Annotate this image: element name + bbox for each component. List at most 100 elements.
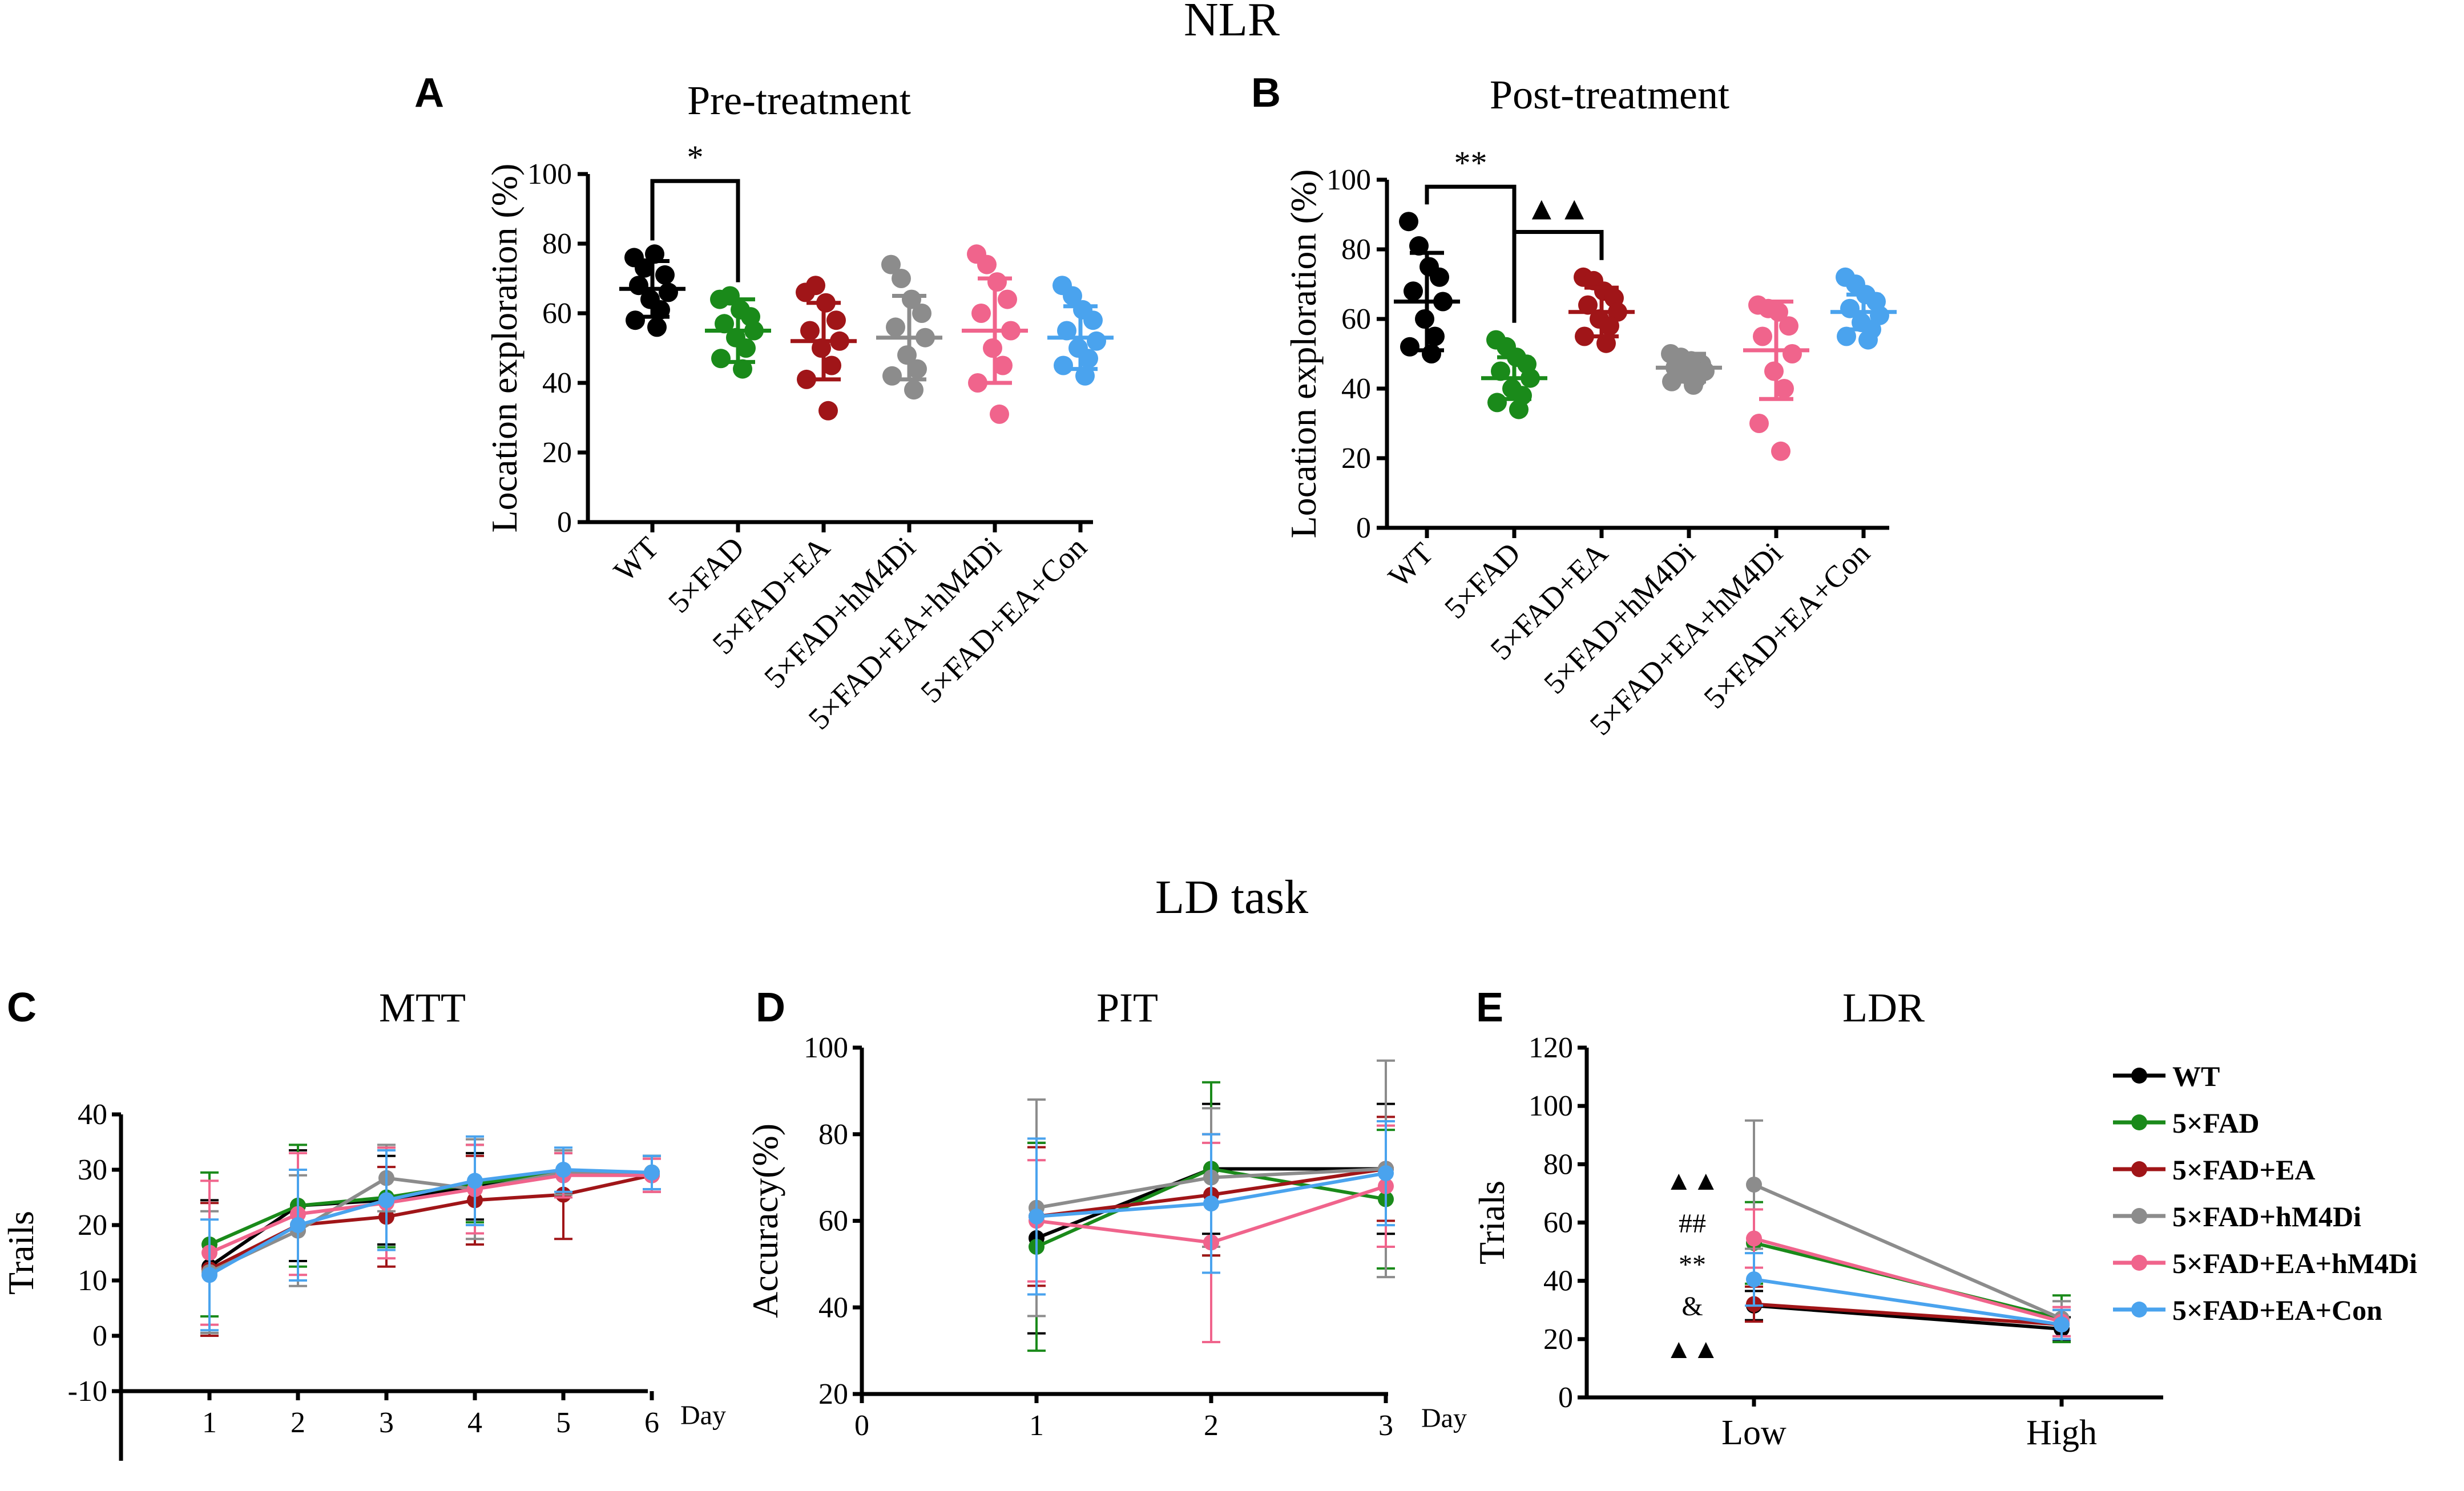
data-point (1771, 441, 1790, 461)
group-5xfad-hm4di (876, 254, 942, 400)
panel-label-a: A (414, 70, 444, 116)
y-tick-label: 60 (542, 297, 572, 330)
group-5xfad-ea-hm4di (962, 244, 1028, 424)
y-tick-label: 0 (1558, 1381, 1573, 1414)
legend-swatch-marker (2131, 1255, 2147, 1271)
data-point (1409, 236, 1429, 256)
significance-bracket (650, 179, 740, 282)
legend-label: 5×FAD+EA+Con (2172, 1294, 2382, 1326)
data-point (1746, 1230, 1762, 1247)
y-tick-label: -10 (68, 1375, 107, 1408)
y-tick-label: 20 (542, 437, 572, 469)
group-5xfad-ea-con (1047, 276, 1114, 386)
chart-panel-d: PIT 20 40 60 80 100 Accuracy(%) 0 1 2 3 Day (745, 985, 1467, 1442)
series-line (208, 1173, 652, 1255)
y-axis-label: Location exploration (%) (1283, 169, 1324, 539)
chart-title: PIT (1096, 985, 1158, 1031)
significance-label: ▲▲ (1525, 190, 1591, 227)
x-tick-label: 1 (1029, 1409, 1044, 1442)
y-axis-label: Accuracy(%) (745, 1124, 785, 1318)
data-point (826, 310, 846, 330)
data-point (990, 404, 1009, 424)
y-tick-label: 100 (527, 158, 572, 191)
y-tick-label: 20 (78, 1209, 107, 1242)
y-tick-label: 60 (1543, 1207, 1573, 1239)
nlr-section-title: NLR (1184, 0, 1280, 46)
data-point (655, 265, 675, 285)
significance-label: * (687, 139, 704, 176)
data-point (983, 338, 1002, 358)
significance-annotation: ▲▲ (1665, 1334, 1719, 1364)
data-point (1578, 295, 1598, 315)
x-tick-label: 4 (467, 1407, 482, 1439)
data-point (1749, 414, 1769, 433)
data-point (904, 380, 924, 400)
data-point (645, 244, 664, 264)
x-tick-label: 5×FAD+hM4Di (757, 530, 922, 694)
y-axis-label: Trails (1, 1211, 41, 1295)
group-5xfad (705, 286, 771, 379)
legend-label: 5×FAD+EA (2172, 1154, 2316, 1186)
series-5xfad-ea-con (200, 1135, 661, 1332)
y-tick-label: 100 (1529, 1090, 1573, 1122)
data-point (1783, 344, 1802, 363)
data-point (1087, 331, 1106, 351)
x-tick-label: 5 (556, 1407, 571, 1439)
group-5xfad-ea-con (1830, 267, 1897, 350)
data-point (1079, 349, 1098, 369)
ld-section-title: LD task (1155, 871, 1308, 924)
group-wt (1394, 212, 1460, 363)
data-point (1775, 379, 1794, 398)
group-5xfad-ea-hm4di (1743, 295, 1809, 461)
x-tick-label: 1 (202, 1407, 217, 1439)
legend-label: 5×FAD+hM4Di (2172, 1201, 2361, 1233)
data-point (822, 355, 841, 375)
group-5xfad-ea (791, 276, 857, 421)
data-point (1075, 366, 1095, 386)
data-point (1769, 302, 1788, 322)
data-point (651, 300, 670, 320)
chart-title: Pre-treatment (687, 78, 911, 123)
y-tick-label: 60 (1341, 303, 1371, 336)
legend-item-5xfad: 5×FAD (2113, 1107, 2260, 1139)
data-point (290, 1217, 306, 1233)
y-tick-label: 40 (78, 1098, 107, 1131)
y-tick-label: 80 (1543, 1148, 1573, 1181)
y-axis-label: Trials (1471, 1181, 1512, 1264)
x-tick-label: 5×FAD+EA+Con (1697, 536, 1876, 715)
series-line (208, 1170, 652, 1274)
y-tick-label: 30 (78, 1154, 107, 1186)
y-tick-label: 100 (804, 1032, 848, 1064)
data-point (1054, 355, 1073, 375)
y-tick-label: 80 (818, 1118, 848, 1151)
significance-annotation: ** (1679, 1250, 1706, 1280)
data-point (977, 254, 997, 274)
panel-label-b: B (1251, 70, 1281, 116)
chart-title: MTT (379, 985, 466, 1031)
series-5xfad-hm4di (200, 1138, 661, 1335)
group-5xfad (1481, 330, 1547, 419)
series-line (208, 1167, 652, 1276)
data-point (818, 401, 838, 421)
y-tick-label: 80 (1341, 233, 1371, 266)
data-point (1057, 321, 1076, 341)
significance-annotation: ## (1679, 1209, 1706, 1239)
data-point (1083, 310, 1103, 330)
significance-bracket (1512, 230, 1604, 323)
data-point (1684, 375, 1703, 395)
legend-item-5xfad-hm4di: 5×FAD+hM4Di (2113, 1201, 2361, 1233)
y-axis-label: Location exploration (%) (484, 164, 525, 533)
data-point (1430, 267, 1449, 287)
legend-swatch-marker (2131, 1114, 2147, 1130)
data-point (1378, 1165, 1394, 1182)
significance-annotation: ▲▲ (1665, 1166, 1719, 1196)
legend: WT 5×FAD 5×FAD+EA 5×FAD+hM4Di 5×FAD+EA+hM4Di… (2113, 1060, 2417, 1326)
legend-swatch-marker (2131, 1161, 2147, 1177)
data-point (806, 276, 825, 296)
chart-panel-e: LDR 0 20 40 60 80 100 120 Trials Low High ▲▲ ## ** & ▲▲ (1471, 985, 2163, 1452)
data-point (467, 1173, 483, 1189)
x-axis-label: Day (1421, 1403, 1467, 1433)
data-point (1491, 361, 1510, 381)
data-point (1746, 1271, 1762, 1288)
